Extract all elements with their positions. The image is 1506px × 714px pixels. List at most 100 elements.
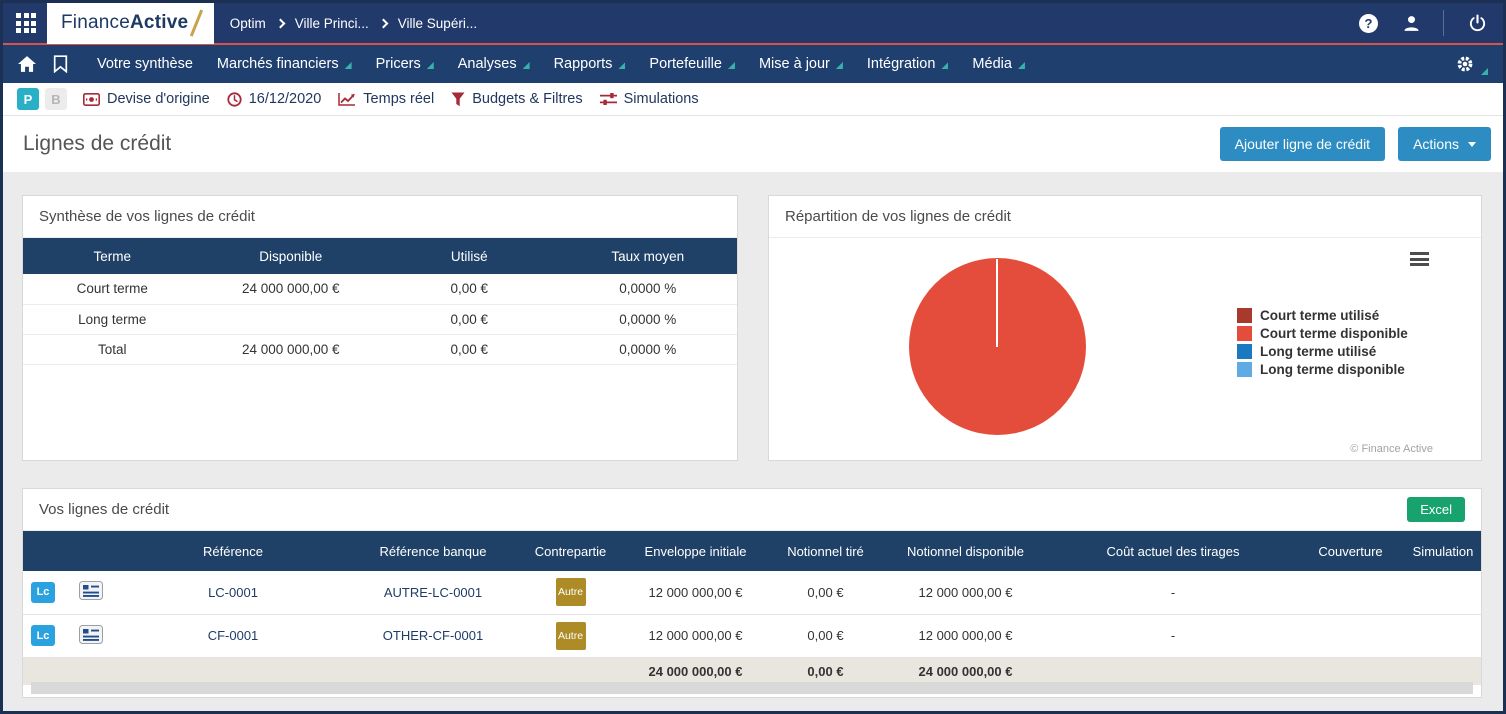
filter-16-12-2020[interactable]: 16/12/2020 bbox=[227, 91, 322, 107]
nav-items: Votre synthèse Marchés financiers Pricers A… bbox=[85, 56, 1037, 72]
horizontal-scrollbar[interactable] bbox=[31, 682, 1473, 694]
dropdown-triangle-icon bbox=[618, 62, 625, 69]
counterparty-badge: Autre bbox=[556, 622, 586, 650]
nav-item-media[interactable]: Média bbox=[972, 56, 1025, 72]
reference-link[interactable]: LC-0001 bbox=[208, 585, 258, 600]
chart-card: Répartition de vos lignes de crédit Cour… bbox=[768, 195, 1482, 461]
col-notionnel-disponible: Notionnel disponible bbox=[883, 531, 1048, 571]
cell-counterparty: Autre bbox=[518, 614, 623, 657]
legend-swatch-icon bbox=[1237, 308, 1252, 323]
credit-lines-card-title: Vos lignes de crédit bbox=[39, 501, 169, 518]
summary-card-title: Synthèse de vos lignes de crédit bbox=[39, 208, 255, 225]
filter-label: Budgets & Filtres bbox=[472, 91, 582, 107]
power-icon[interactable] bbox=[1468, 14, 1487, 33]
apps-grid-icon[interactable] bbox=[16, 13, 36, 33]
nav-item-analyses[interactable]: Analyses bbox=[458, 56, 530, 72]
legend-item-long-terme-disponible[interactable]: Long terme disponible bbox=[1237, 362, 1408, 377]
dropdown-triangle-icon bbox=[427, 62, 434, 69]
breadcrumb-item-ville-princi[interactable]: Ville Princi... bbox=[295, 16, 369, 31]
app-window: FinanceActive Optim Ville Princi... Ville … bbox=[0, 0, 1506, 714]
nav-item-integration[interactable]: Intégration bbox=[867, 56, 949, 72]
credit-lines-total-row: 24 000 000,00 €0,00 €24 000 000,00 € bbox=[23, 657, 1482, 685]
legend-item-long-terme-utilise[interactable]: Long terme utilisé bbox=[1237, 344, 1408, 359]
cell-notional-drawn: 0,00 € bbox=[768, 614, 883, 657]
detail-view-icon[interactable] bbox=[79, 625, 103, 644]
add-credit-line-button[interactable]: Ajouter ligne de crédit bbox=[1220, 127, 1385, 161]
breadcrumb-item-ville-superi[interactable]: Ville Supéri... bbox=[398, 16, 477, 31]
finance-active-logo[interactable]: FinanceActive bbox=[47, 2, 214, 44]
dropdown-triangle-icon bbox=[836, 62, 843, 69]
cell-bank-reference: AUTRE-LC-0001 bbox=[348, 571, 518, 614]
filter-devise-d-origine[interactable]: Devise d'origine bbox=[83, 91, 210, 107]
filter-simulations[interactable]: Simulations bbox=[600, 91, 699, 107]
user-icon[interactable] bbox=[1402, 14, 1421, 33]
cell-simulation bbox=[1403, 571, 1482, 614]
filter-funnel-icon bbox=[451, 92, 465, 107]
filter-budgets-filtres[interactable]: Budgets & Filtres bbox=[451, 91, 582, 107]
page-actions: Ajouter ligne de crédit Actions bbox=[1207, 127, 1491, 161]
legend-label: Long terme disponible bbox=[1260, 362, 1405, 377]
breadcrumb-item-optim[interactable]: Optim bbox=[230, 16, 266, 31]
credit-line-type-badge: Lc bbox=[31, 625, 55, 646]
summary-cell: 0,00 € bbox=[380, 274, 559, 304]
cell-counterparty: Autre bbox=[518, 571, 623, 614]
legend-label: Court terme disponible bbox=[1260, 326, 1408, 341]
summary-cell: 0,00 € bbox=[380, 304, 559, 334]
summary-cell: Long terme bbox=[23, 304, 202, 334]
nav-item-mise-a-jour[interactable]: Mise à jour bbox=[759, 56, 843, 72]
help-icon[interactable]: ? bbox=[1359, 14, 1378, 33]
filter-items: Devise d'origine 16/12/2020 Temps réel Budg… bbox=[83, 91, 716, 107]
nav-item-marches-financiers[interactable]: Marchés financiers bbox=[217, 56, 352, 72]
clock-icon bbox=[227, 92, 242, 107]
topbar-divider bbox=[1443, 10, 1444, 36]
chart-line-icon bbox=[338, 92, 356, 106]
reference-link[interactable]: CF-0001 bbox=[208, 628, 259, 643]
filter-temps-reel[interactable]: Temps réel bbox=[338, 91, 434, 107]
bookmark-icon[interactable] bbox=[53, 55, 68, 73]
summary-cell: 24 000 000,00 € bbox=[202, 274, 381, 304]
total-notional-available: 24 000 000,00 € bbox=[883, 657, 1048, 685]
col-reference-banque: Référence banque bbox=[348, 531, 518, 571]
credit-line-row: LcCF-0001OTHER-CF-0001Autre12 000 000,00… bbox=[23, 614, 1482, 657]
col-couverture: Couverture bbox=[1298, 531, 1403, 571]
page-header: Lignes de crédit Ajouter ligne de crédit… bbox=[3, 116, 1503, 172]
cell-simulation bbox=[1403, 614, 1482, 657]
excel-export-button[interactable]: Excel bbox=[1407, 497, 1465, 522]
toggle-p-button[interactable]: P bbox=[17, 88, 39, 110]
breadcrumb: Optim Ville Princi... Ville Supéri... bbox=[230, 16, 477, 31]
credit-line-row: LcLC-0001AUTRE-LC-0001Autre12 000 000,00… bbox=[23, 571, 1482, 614]
nav-item-portefeuille[interactable]: Portefeuille bbox=[649, 56, 735, 72]
bank-reference-link[interactable]: OTHER-CF-0001 bbox=[383, 628, 483, 643]
cell-detail bbox=[63, 614, 118, 657]
cell-current-cost: - bbox=[1048, 571, 1298, 614]
summary-col-taux-moyen: Taux moyen bbox=[559, 238, 738, 274]
summary-table-head-row: TermeDisponibleUtiliséTaux moyen bbox=[23, 238, 737, 274]
logo-text: FinanceActive bbox=[61, 12, 188, 34]
nav-item-votre-synthese[interactable]: Votre synthèse bbox=[97, 56, 193, 72]
bank-reference-link[interactable]: AUTRE-LC-0001 bbox=[384, 585, 482, 600]
legend-item-court-terme-disponible[interactable]: Court terme disponible bbox=[1237, 326, 1408, 341]
col-empty bbox=[63, 531, 118, 571]
dropdown-triangle-icon bbox=[523, 62, 530, 69]
settings-gear-icon[interactable] bbox=[1455, 54, 1488, 74]
toggle-b-button[interactable]: B bbox=[45, 88, 67, 110]
cell-initial-envelope: 12 000 000,00 € bbox=[623, 571, 768, 614]
nav-item-rapports[interactable]: Rapports bbox=[554, 56, 626, 72]
counterparty-badge: Autre bbox=[556, 578, 586, 606]
chart-menu-icon[interactable] bbox=[1410, 252, 1429, 269]
detail-view-icon[interactable] bbox=[79, 581, 103, 600]
legend-label: Court terme utilisé bbox=[1260, 308, 1379, 323]
topbar-actions: ? bbox=[1359, 10, 1503, 36]
summary-row: Total24 000 000,00 €0,00 €0,0000 % bbox=[23, 334, 737, 364]
main-nav: Votre synthèse Marchés financiers Pricers A… bbox=[3, 45, 1503, 83]
dropdown-triangle-icon bbox=[1018, 62, 1025, 69]
legend-item-court-terme-utilise[interactable]: Court terme utilisé bbox=[1237, 308, 1408, 323]
currency-icon bbox=[83, 93, 100, 106]
col-reference: Référence bbox=[118, 531, 348, 571]
home-icon[interactable] bbox=[18, 56, 36, 72]
chart-card-title: Répartition de vos lignes de crédit bbox=[785, 208, 1011, 225]
cell-reference: CF-0001 bbox=[118, 614, 348, 657]
nav-item-pricers[interactable]: Pricers bbox=[376, 56, 434, 72]
actions-button[interactable]: Actions bbox=[1398, 127, 1491, 161]
cell-type: Lc bbox=[23, 614, 63, 657]
